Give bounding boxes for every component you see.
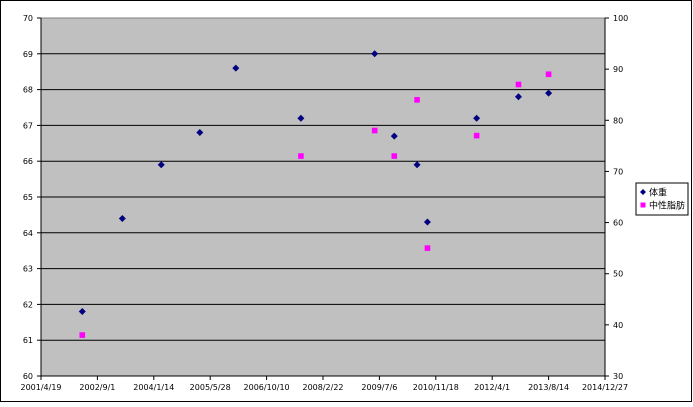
y-tick-label: 67 xyxy=(23,121,33,130)
x-tick-label: 2006/10/10 xyxy=(244,383,290,392)
y2-tick-label: 30 xyxy=(613,372,623,381)
x-tick-label: 2008/2/22 xyxy=(302,383,343,392)
data-point-weight xyxy=(545,89,553,97)
legend-box xyxy=(635,182,689,216)
data-point-weight xyxy=(196,129,204,137)
data-point-triglyceride xyxy=(79,332,86,338)
x-tick-label: 2010/11/18 xyxy=(413,383,459,392)
y2-tick-label: 40 xyxy=(613,321,623,330)
legend-marker xyxy=(640,202,646,208)
y2-tick-label: 50 xyxy=(613,270,623,279)
x-tick-label: 2002/9/1 xyxy=(79,383,115,392)
data-point-triglyceride xyxy=(371,127,378,134)
data-point-triglyceride xyxy=(298,153,304,159)
x-tick-label: 2009/7/6 xyxy=(361,383,397,392)
y-tick-label: 65 xyxy=(23,193,33,202)
gridlines xyxy=(41,53,605,341)
y-tick-label: 70 xyxy=(23,14,33,23)
y-tick-label: 66 xyxy=(23,157,33,166)
y-tick-label: 68 xyxy=(23,86,33,95)
data-point-weight xyxy=(390,132,398,140)
data-point-weight xyxy=(371,50,379,58)
legend-marker xyxy=(640,189,646,195)
legend-label: 体重 xyxy=(649,187,667,199)
data-point-weight xyxy=(118,214,126,222)
data-point-weight xyxy=(413,161,421,169)
x-tick-label: 2005/5/28 xyxy=(190,383,231,392)
data-point-triglyceride xyxy=(545,71,552,78)
data-point-triglyceride xyxy=(424,245,431,251)
data-point-weight xyxy=(78,308,86,316)
data-point-triglyceride xyxy=(414,97,420,103)
data-point-weight xyxy=(232,64,240,72)
y2-tick-label: 70 xyxy=(613,167,623,176)
y2-tick-label: 100 xyxy=(613,14,628,23)
data-point-weight xyxy=(473,114,481,122)
data-points xyxy=(78,50,553,338)
y-tick-label: 60 xyxy=(23,372,33,381)
y2-tick-label: 90 xyxy=(613,65,623,74)
y-tick-label: 64 xyxy=(23,229,33,238)
y-tick-label: 63 xyxy=(23,265,33,274)
x-tick-label: 2013/8/14 xyxy=(528,383,569,392)
y-tick-label: 62 xyxy=(23,300,33,309)
data-point-triglyceride xyxy=(473,132,480,139)
data-point-triglyceride xyxy=(515,81,522,88)
data-point-triglyceride xyxy=(391,153,398,159)
data-point-weight xyxy=(514,93,522,101)
y2-tick-label: 60 xyxy=(613,219,623,228)
data-point-weight xyxy=(423,218,431,226)
y-tick-label: 61 xyxy=(23,336,33,345)
data-point-weight xyxy=(157,161,165,169)
axes: 60 61 62 63 64 65 66 67 68 69 70 30 40 50 60 70 80 90 100 2… xyxy=(20,14,628,392)
y-tick-label: 69 xyxy=(23,50,33,59)
x-tick-label: 2014/12/27 xyxy=(582,383,628,392)
data-point-weight xyxy=(297,114,305,122)
y2-tick-label: 80 xyxy=(613,116,623,125)
legend-label: 中性脂肪 xyxy=(649,200,685,212)
x-tick-label: 2004/1/14 xyxy=(133,383,174,392)
x-tick-label: 2012/4/1 xyxy=(474,383,510,392)
x-tick-label: 2001/4/19 xyxy=(20,383,61,392)
